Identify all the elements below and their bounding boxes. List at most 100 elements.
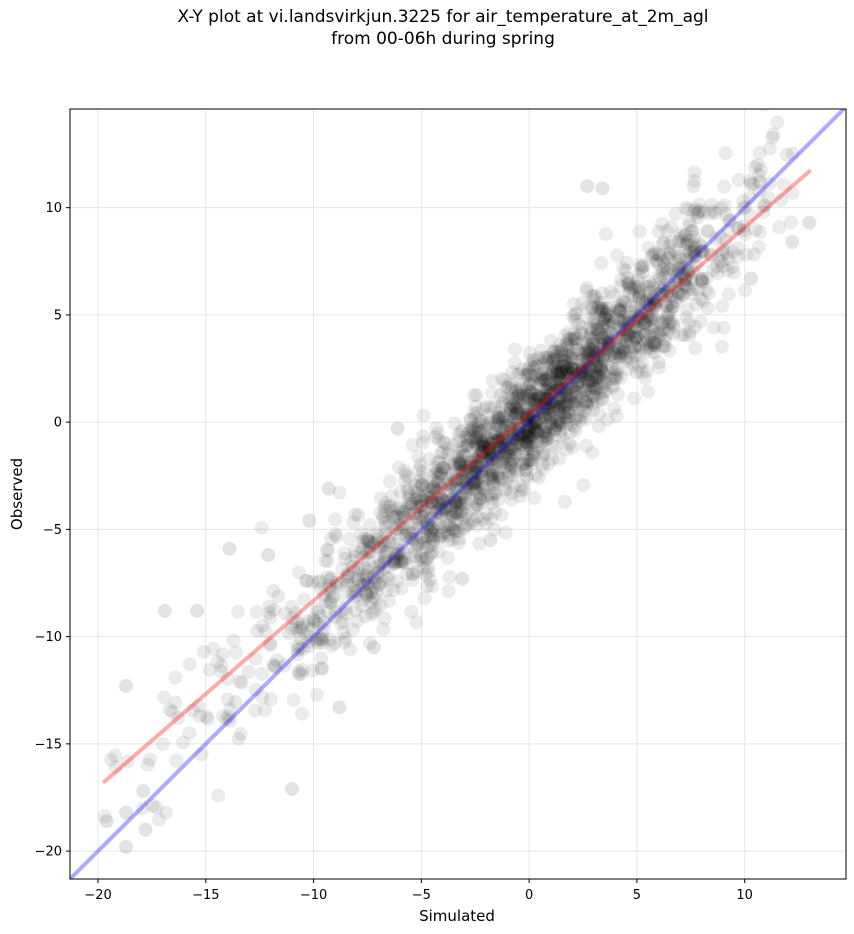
data-point <box>587 340 602 355</box>
data-point <box>543 387 558 402</box>
data-point <box>510 389 525 404</box>
data-point <box>525 422 540 437</box>
data-point <box>638 294 653 309</box>
data-point <box>321 582 336 597</box>
data-point <box>462 482 477 497</box>
data-point <box>434 481 449 496</box>
data-point <box>562 394 577 409</box>
data-point <box>622 285 637 300</box>
data-point <box>364 585 379 600</box>
data-point <box>637 316 652 331</box>
data-point <box>624 335 639 350</box>
data-point <box>619 327 634 342</box>
data-point <box>468 399 483 414</box>
data-point <box>310 636 325 651</box>
data-point <box>483 444 498 459</box>
data-point <box>596 330 611 345</box>
data-point <box>617 314 632 329</box>
data-point <box>527 446 542 461</box>
data-point <box>621 277 636 292</box>
data-point <box>423 489 438 504</box>
data-point <box>508 400 523 415</box>
data-point <box>522 452 537 467</box>
data-point <box>570 342 585 357</box>
data-point <box>475 495 490 510</box>
data-point <box>408 491 423 506</box>
data-point <box>544 333 559 348</box>
data-point <box>413 457 428 472</box>
data-point <box>802 215 817 230</box>
data-point <box>512 392 527 407</box>
data-point <box>399 528 414 543</box>
data-point <box>587 314 602 329</box>
data-point <box>328 604 343 619</box>
data-point <box>513 489 528 504</box>
data-point <box>505 431 520 446</box>
data-point <box>292 624 307 639</box>
data-point <box>290 614 305 629</box>
data-point <box>627 348 642 363</box>
data-point <box>315 631 330 646</box>
data-point <box>731 221 746 236</box>
data-point <box>692 197 707 212</box>
data-point <box>649 253 664 268</box>
data-point <box>634 305 649 320</box>
data-point <box>156 690 171 705</box>
data-point <box>569 379 584 394</box>
data-point <box>609 311 624 326</box>
data-point <box>525 428 540 443</box>
data-point <box>494 426 509 441</box>
data-point <box>638 296 653 311</box>
data-point <box>774 193 789 208</box>
data-point <box>305 574 320 589</box>
data-point <box>664 288 679 303</box>
data-point <box>401 484 416 499</box>
data-point <box>614 336 629 351</box>
data-point <box>527 392 542 407</box>
data-point <box>545 438 560 453</box>
data-point <box>489 417 504 432</box>
data-point <box>490 440 505 455</box>
data-point <box>560 385 575 400</box>
data-point <box>646 280 661 295</box>
data-point <box>415 492 430 507</box>
data-point <box>580 367 595 382</box>
data-point <box>583 344 598 359</box>
data-point <box>457 448 472 463</box>
data-point <box>648 338 663 353</box>
data-point <box>613 303 628 318</box>
data-point <box>446 459 461 474</box>
data-point <box>314 651 329 666</box>
data-point <box>714 339 729 354</box>
data-point <box>569 362 584 377</box>
data-point <box>495 455 510 470</box>
data-point <box>328 526 343 541</box>
data-point <box>447 493 462 508</box>
data-point <box>346 515 361 530</box>
data-point <box>501 380 516 395</box>
data-point <box>382 535 397 550</box>
data-point <box>401 524 416 539</box>
data-point <box>649 254 664 269</box>
data-point <box>435 460 450 475</box>
data-point <box>516 388 531 403</box>
data-point <box>700 301 715 316</box>
data-point <box>286 693 301 708</box>
data-point <box>467 464 482 479</box>
data-point <box>609 330 624 345</box>
data-point <box>385 509 400 524</box>
data-point <box>583 320 598 335</box>
data-point <box>686 248 701 263</box>
data-point <box>434 446 449 461</box>
data-point <box>688 202 703 217</box>
data-point <box>473 446 488 461</box>
y-tick-label: 10 <box>45 201 62 216</box>
data-point <box>403 526 418 541</box>
data-point <box>694 273 709 288</box>
data-point <box>506 399 521 414</box>
data-point <box>470 422 485 437</box>
data-point <box>402 491 417 506</box>
data-point <box>521 453 536 468</box>
data-point <box>621 275 636 290</box>
data-point <box>485 452 500 467</box>
